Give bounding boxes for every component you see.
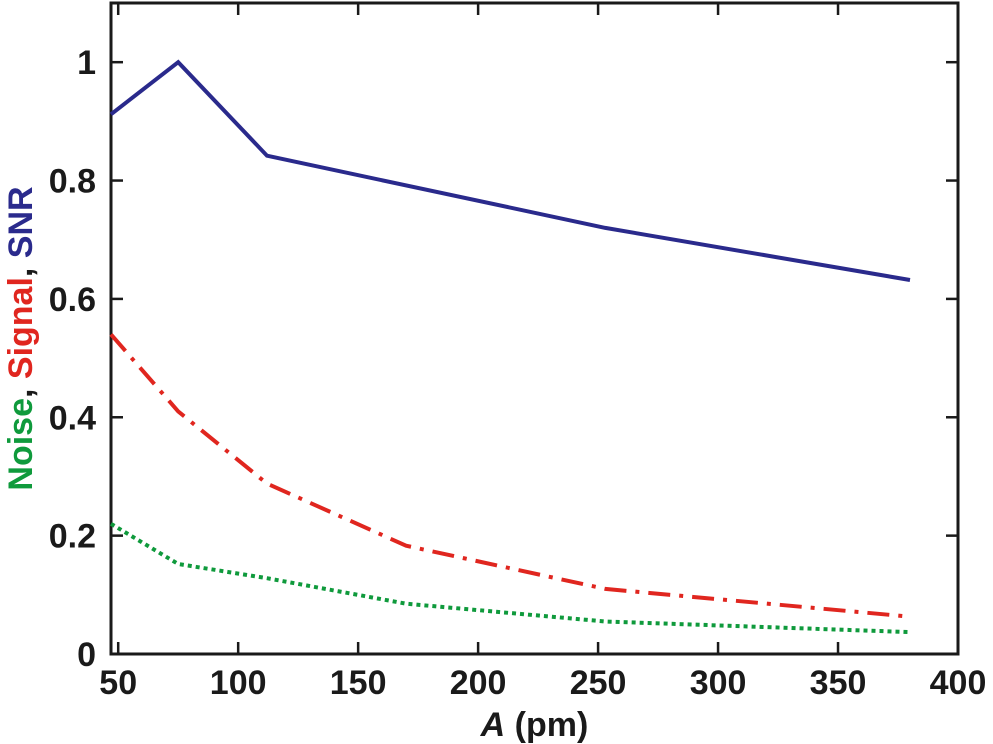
x-tick-label: 300: [690, 664, 747, 702]
x-axis-label-symbol: A: [480, 706, 506, 744]
x-tick-label: 50: [99, 664, 137, 702]
x-tick-label: 100: [210, 664, 267, 702]
plot-area: [109, 1, 960, 656]
series-line-noise: [109, 522, 911, 635]
y-axis-label-part: Noise: [2, 398, 40, 491]
y-tick-label: 0: [77, 636, 96, 674]
y-axis-label-part: ,: [2, 258, 40, 277]
y-axis-label-part: ,: [2, 379, 40, 398]
x-tick-label: 400: [930, 664, 987, 702]
series-line-signal: [109, 333, 911, 619]
x-axis-label: A (pm): [480, 706, 589, 744]
y-tick-label: 0.4: [49, 399, 96, 437]
series-line-snr: [109, 59, 911, 282]
plot-frame: [109, 1, 960, 656]
x-tick-label: 150: [330, 664, 387, 702]
x-tick-label: 350: [810, 664, 867, 702]
y-axis-label-part: SNR: [2, 186, 40, 258]
y-axis-label-part: Signal: [2, 277, 40, 379]
y-axis-label: Noise, Signal, SNR: [2, 186, 40, 490]
series-layer: [109, 59, 911, 635]
y-tick-label: 1: [77, 44, 96, 82]
ticks-layer: 50 100 150 200 250 300 350 400 0 0.2 0.4 0.6 0.8 1: [49, 3, 987, 702]
x-tick-label: 250: [570, 664, 627, 702]
y-tick-label: 0.8: [49, 163, 96, 201]
y-tick-label: 0.6: [49, 281, 96, 319]
x-tick-label: 200: [450, 664, 507, 702]
x-axis-label-unit: (pm): [505, 706, 588, 744]
y-tick-label: 0.2: [49, 518, 96, 556]
